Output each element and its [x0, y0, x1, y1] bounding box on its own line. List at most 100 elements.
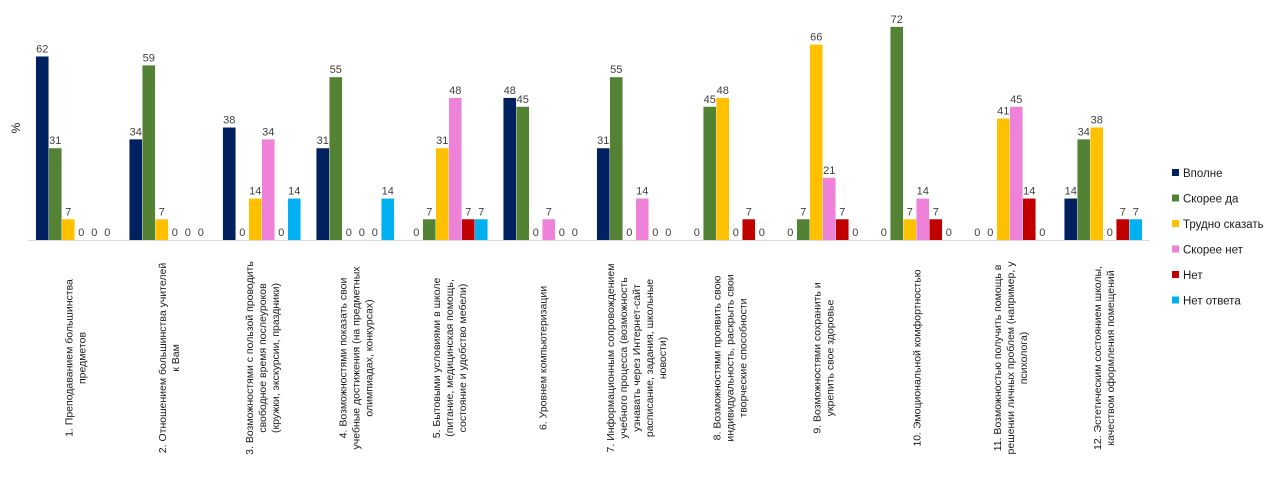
value-label-2-1: 34	[130, 126, 142, 138]
category-label-line: укрепить свое здоровье	[824, 299, 836, 416]
bar-12-1	[1064, 198, 1078, 240]
category-label-line: учебного процесса (возможность	[618, 277, 630, 439]
bar-5-3	[435, 148, 449, 240]
value-label-4-6: 14	[382, 186, 394, 198]
bar-6-1	[503, 97, 517, 240]
legend-label-2: Скорее да	[1183, 194, 1239, 206]
value-label-9-4: 21	[823, 165, 835, 177]
y-axis-label: %	[9, 122, 23, 133]
category-label-5: 5. Бытовыми условиями в школе(питание, м…	[431, 278, 469, 439]
category-label-line: (кружки, экскурсии, праздники)	[270, 283, 282, 433]
category-label-6: 6. Уровнем компьютеризации	[537, 286, 549, 430]
bar-12-5	[1116, 219, 1130, 240]
bar-4-6	[381, 198, 395, 240]
legend-label-1: Вполне	[1183, 168, 1223, 180]
bar-9-5	[835, 219, 849, 240]
value-label-4-4: 0	[359, 227, 365, 239]
value-label-8-6: 0	[759, 227, 765, 239]
value-label-4-1: 31	[317, 135, 329, 147]
value-label-11-3: 41	[997, 106, 1009, 118]
value-label-1-5: 0	[91, 227, 97, 239]
value-label-7-4: 14	[636, 186, 648, 198]
legend-swatch-5	[1172, 271, 1179, 278]
value-label-5-5: 7	[465, 206, 471, 218]
category-label-8: 8. Возможностями проявить своюиндивидуал…	[711, 274, 749, 441]
value-label-8-4: 0	[733, 227, 739, 239]
category-label-line: узнавать через Интернет-сайт	[631, 284, 643, 432]
category-label-line: новости)	[657, 337, 669, 379]
category-label-line: к Вам	[170, 344, 182, 372]
category-label-line: решении личных проблем (например, у	[1005, 261, 1017, 455]
bar-7-1	[596, 148, 610, 240]
value-label-2-4: 0	[172, 227, 178, 239]
value-label-3-4: 34	[262, 126, 274, 138]
bars-layer	[35, 26, 1143, 241]
category-label-1: 1. Преподаванием большинствапредметов	[63, 279, 88, 437]
value-label-5-4: 48	[449, 85, 461, 97]
value-label-4-5: 0	[372, 227, 378, 239]
bar-9-3	[809, 44, 823, 240]
bar-10-4	[916, 198, 930, 240]
category-label-line: состояние и удобство мебели)	[457, 284, 469, 433]
value-label-12-2: 34	[1078, 126, 1090, 138]
legend-swatch-6	[1172, 296, 1179, 304]
bar-11-5	[1022, 198, 1036, 240]
value-label-1-6: 0	[104, 227, 110, 239]
bar-1-2	[48, 148, 62, 240]
legend-swatch-4	[1172, 245, 1179, 253]
value-label-6-5: 0	[559, 227, 565, 239]
value-label-8-2: 45	[704, 94, 716, 106]
bar-5-5	[461, 219, 475, 240]
category-label-11: 11. Возможностью получить помощь врешени…	[992, 261, 1030, 455]
value-label-12-5: 7	[1120, 206, 1126, 218]
category-label-line: 12. Эстетическим состоянием школы,	[1092, 266, 1104, 450]
value-label-9-6: 0	[852, 227, 858, 239]
category-label-line: психолога)	[1018, 332, 1030, 385]
bar-2-3	[155, 219, 169, 240]
legend-label-6: Нет ответа	[1183, 296, 1241, 308]
category-label-9: 9. Возможностями сохранить иукрепить сво…	[811, 282, 836, 433]
value-label-12-3: 38	[1091, 115, 1103, 127]
value-label-6-1: 48	[504, 85, 516, 97]
value-label-2-2: 59	[143, 52, 155, 64]
value-label-8-5: 7	[746, 206, 752, 218]
value-label-6-2: 45	[517, 94, 529, 106]
legend-swatch-1	[1172, 169, 1179, 176]
bar-10-2	[890, 26, 904, 240]
value-label-10-5: 7	[933, 206, 939, 218]
value-label-3-1: 38	[223, 115, 235, 127]
category-label-line: учебные достижения (на предметных	[350, 266, 362, 450]
value-label-7-1: 31	[597, 135, 609, 147]
value-label-12-1: 14	[1065, 186, 1077, 198]
value-label-11-5: 14	[1023, 186, 1035, 198]
bar-1-3	[61, 219, 75, 240]
value-label-9-5: 7	[839, 206, 845, 218]
category-label-7: 7. Информационным сопровождениемучебного…	[605, 264, 669, 453]
legend-label-3: Трудно сказать	[1183, 219, 1264, 231]
value-label-7-6: 0	[665, 227, 671, 239]
value-label-10-4: 14	[917, 186, 929, 198]
category-label-line: 9. Возможностями сохранить и	[811, 282, 823, 433]
category-label-line: 1. Преподаванием большинства	[63, 279, 75, 437]
bar-11-3	[996, 118, 1010, 240]
category-label-line: предметов	[76, 332, 88, 385]
value-label-10-1: 0	[881, 227, 887, 239]
bar-5-4	[448, 97, 462, 240]
value-label-9-1: 0	[787, 227, 793, 239]
bar-5-6	[474, 219, 488, 240]
legend: Вполне Скорее да Трудно сказать Скорее нет Н…	[1172, 168, 1264, 308]
bar-12-2	[1077, 139, 1091, 240]
value-label-2-5: 0	[185, 227, 191, 239]
category-label-line: 11. Возможностью получить помощь в	[992, 264, 1004, 451]
legend-swatch-2	[1172, 194, 1179, 202]
category-label-12: 12. Эстетическим состоянием школы,качест…	[1092, 266, 1117, 450]
value-label-8-1: 0	[694, 227, 700, 239]
bar-3-3	[248, 198, 262, 240]
bar-9-2	[796, 219, 810, 240]
value-label-3-6: 14	[288, 186, 300, 198]
category-label-line: качеством оформления помещений	[1105, 270, 1117, 445]
value-label-11-6: 0	[1039, 227, 1045, 239]
value-label-5-6: 7	[478, 206, 484, 218]
